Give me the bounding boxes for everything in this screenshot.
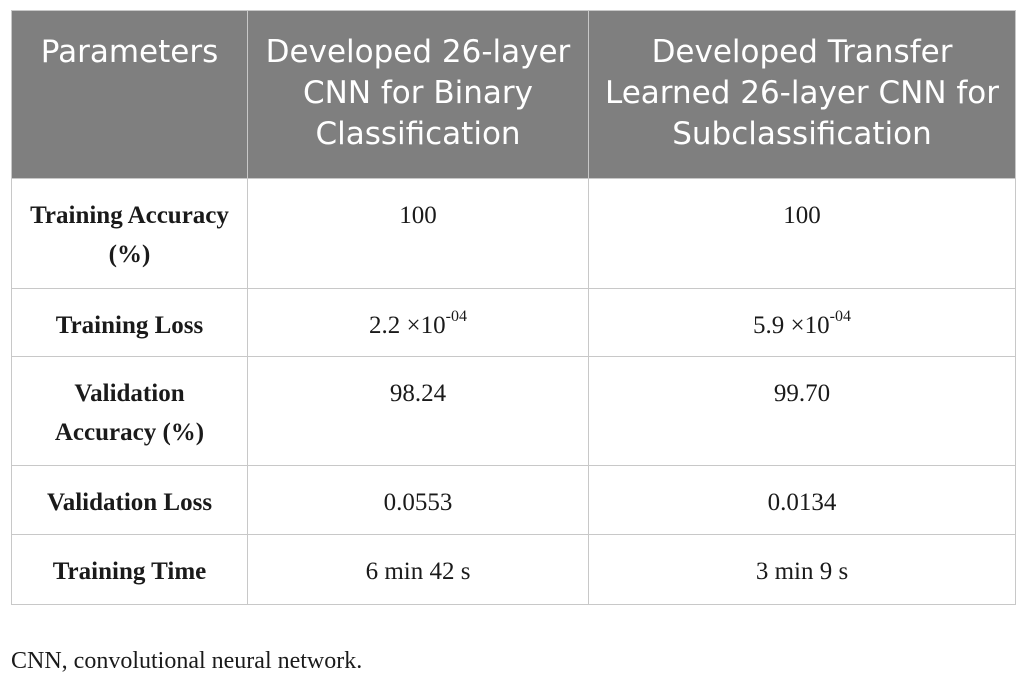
row-label: Validation Accuracy (%) <box>11 356 248 466</box>
value-base: 5.9 ×10 <box>753 312 830 339</box>
binary-value: 6 min 42 s <box>247 534 589 605</box>
value-exponent: -04 <box>445 307 467 325</box>
row-label: Training Time <box>11 534 248 605</box>
value-base: 2.2 ×10 <box>369 312 446 339</box>
sub-value: 5.9 ×10-04 <box>588 288 1016 357</box>
binary-value: 98.24 <box>247 356 589 466</box>
binary-value: 2.2 ×10-04 <box>247 288 589 357</box>
table-row: Validation Loss 0.0553 0.0134 <box>11 465 1016 535</box>
sub-value: 0.0134 <box>588 465 1016 535</box>
table-footnote: CNN, convolutional neural network. <box>11 648 363 674</box>
table-row: Training Accuracy (%) 100 100 <box>11 178 1016 289</box>
sub-value: 100 <box>588 178 1016 289</box>
row-label: Training Accuracy (%) <box>11 178 248 289</box>
header-binary-cnn: Developed 26-layer CNN for Binary Classi… <box>247 10 589 179</box>
table-row: Training Time 6 min 42 s 3 min 9 s <box>11 534 1016 605</box>
row-label: Training Loss <box>11 288 248 357</box>
sub-value: 99.70 <box>588 356 1016 466</box>
sub-value: 3 min 9 s <box>588 534 1016 605</box>
binary-value: 0.0553 <box>247 465 589 535</box>
results-table: Parameters Developed 26-layer CNN for Bi… <box>11 10 1016 605</box>
header-row: Parameters Developed 26-layer CNN for Bi… <box>11 10 1016 179</box>
binary-value: 100 <box>247 178 589 289</box>
row-label: Validation Loss <box>11 465 248 535</box>
table-row: Validation Accuracy (%) 98.24 99.70 <box>11 356 1016 466</box>
header-subclassification-cnn: Developed Transfer Learned 26-layer CNN … <box>588 10 1016 179</box>
header-parameters: Parameters <box>11 10 248 179</box>
table-row: Training Loss 2.2 ×10-04 5.9 ×10-04 <box>11 288 1016 357</box>
value-exponent: -04 <box>829 307 851 325</box>
